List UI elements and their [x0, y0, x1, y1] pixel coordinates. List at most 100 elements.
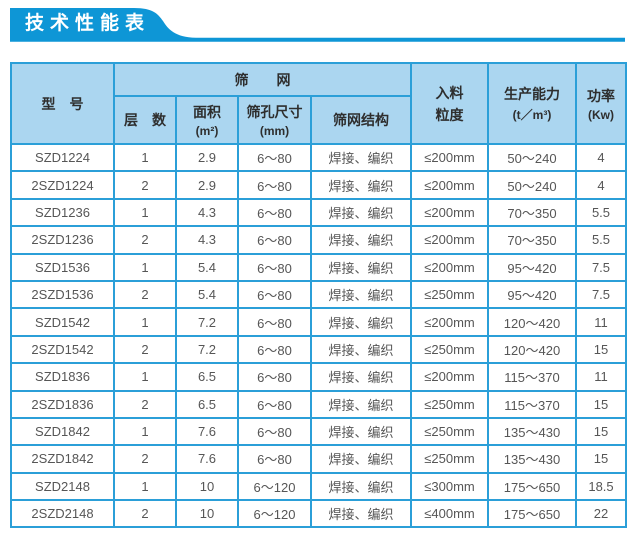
- table-row: SZD1536 1 5.4 6～80 焊接、编织 ≤200mm 95～420 7.5: [10, 252, 627, 282]
- cell-power: 7.5: [575, 279, 627, 310]
- cell-structure: 焊接、编织: [310, 170, 412, 200]
- cell-capacity: 120～420: [487, 307, 577, 337]
- cell-capacity: 175～650: [487, 471, 577, 502]
- cell-mesh-size: 6～80: [237, 279, 312, 310]
- cell-model: 2SZD1236: [10, 225, 115, 255]
- cell-feed-size: ≤200mm: [410, 252, 489, 282]
- cell-feed-size: ≤250mm: [410, 416, 489, 447]
- col-header-power-line1: 功率: [587, 87, 615, 104]
- cell-layers: 1: [113, 307, 177, 337]
- cell-area: 6.5: [175, 389, 239, 419]
- cell-capacity: 135～430: [487, 416, 577, 447]
- cell-mesh-size: 6～80: [237, 389, 312, 419]
- cell-capacity: 115～370: [487, 362, 577, 392]
- cell-structure: 焊接、编织: [310, 225, 412, 255]
- col-header-capacity-unit: (t／m³): [512, 108, 552, 122]
- col-header-model: 型 号: [10, 62, 115, 145]
- col-header-area-line1: 面积: [193, 104, 221, 120]
- title-banner-shape: [10, 8, 625, 42]
- cell-structure: 焊接、编织: [310, 362, 412, 392]
- cell-structure: 焊接、编织: [310, 197, 412, 228]
- col-header-power: 功率 (Kw): [575, 62, 627, 145]
- cell-structure: 焊接、编织: [310, 307, 412, 337]
- cell-model: SZD1836: [10, 362, 115, 392]
- cell-power: 4: [575, 142, 627, 173]
- cell-feed-size: ≤250mm: [410, 279, 489, 310]
- table-row: 2SZD2148 2 10 6～120 焊接、编织 ≤400mm 175～650 22: [10, 499, 627, 529]
- table-row: 2SZD1842 2 7.6 6～80 焊接、编织 ≤250mm 135～430 15: [10, 444, 627, 474]
- cell-layers: 1: [113, 252, 177, 282]
- cell-area: 7.2: [175, 307, 239, 337]
- table-row: SZD1842 1 7.6 6～80 焊接、编织 ≤250mm 135～430 15: [10, 416, 627, 447]
- col-header-capacity: 生产能力 (t／m³): [487, 62, 577, 145]
- col-header-mesh-size-unit: (mm): [259, 124, 290, 138]
- table-row: 2SZD1542 2 7.2 6～80 焊接、编织 ≤250mm 120～420 15: [10, 334, 627, 365]
- col-header-feed-line2: 粒度: [435, 106, 464, 123]
- cell-layers: 1: [113, 416, 177, 447]
- cell-mesh-size: 6～80: [237, 252, 312, 282]
- cell-power: 15: [575, 389, 627, 419]
- cell-feed-size: ≤250mm: [410, 444, 489, 474]
- cell-capacity: 50～240: [487, 170, 577, 200]
- cell-structure: 焊接、编织: [310, 471, 412, 502]
- cell-area: 6.5: [175, 362, 239, 392]
- cell-model: SZD1842: [10, 416, 115, 447]
- cell-model: 2SZD1542: [10, 334, 115, 365]
- cell-layers: 2: [113, 389, 177, 419]
- cell-mesh-size: 6～80: [237, 170, 312, 200]
- cell-structure: 焊接、编织: [310, 334, 412, 365]
- cell-feed-size: ≤200mm: [410, 307, 489, 337]
- cell-model: 2SZD1836: [10, 389, 115, 419]
- cell-model: 2SZD2148: [10, 499, 115, 529]
- cell-model: SZD1236: [10, 197, 115, 228]
- cell-power: 11: [575, 362, 627, 392]
- table-row: 2SZD1836 2 6.5 6～80 焊接、编织 ≤250mm 115～370 15: [10, 389, 627, 419]
- table-row: 2SZD1536 2 5.4 6～80 焊接、编织 ≤250mm 95～420 7.5: [10, 279, 627, 310]
- cell-area: 10: [175, 499, 239, 529]
- cell-layers: 2: [113, 225, 177, 255]
- cell-layers: 2: [113, 499, 177, 529]
- cell-feed-size: ≤200mm: [410, 362, 489, 392]
- cell-model: SZD1542: [10, 307, 115, 337]
- cell-layers: 2: [113, 444, 177, 474]
- col-header-feed-size: 入料 粒度: [410, 62, 489, 145]
- cell-mesh-size: 6～80: [237, 142, 312, 173]
- cell-area: 5.4: [175, 279, 239, 310]
- cell-capacity: 175～650: [487, 499, 577, 529]
- cell-area: 10: [175, 471, 239, 502]
- cell-capacity: 70～350: [487, 225, 577, 255]
- cell-power: 11: [575, 307, 627, 337]
- spec-table: 型 号 筛 网 入料 粒度 生产能力 (t／m³) 功率 (Kw) 层 数: [10, 62, 627, 529]
- cell-layers: 2: [113, 170, 177, 200]
- cell-layers: 1: [113, 471, 177, 502]
- cell-power: 5.5: [575, 225, 627, 255]
- cell-power: 18.5: [575, 471, 627, 502]
- table-row: SZD1542 1 7.2 6～80 焊接、编织 ≤200mm 120～420 11: [10, 307, 627, 337]
- cell-mesh-size: 6～120: [237, 499, 312, 529]
- cell-model: SZD1536: [10, 252, 115, 282]
- col-header-mesh-size: 筛孔尺寸 (mm): [237, 95, 312, 145]
- cell-area: 7.6: [175, 416, 239, 447]
- cell-capacity: 50～240: [487, 142, 577, 173]
- cell-area: 4.3: [175, 225, 239, 255]
- table-row: 2SZD1224 2 2.9 6～80 焊接、编织 ≤200mm 50～240 4: [10, 170, 627, 200]
- table-body: SZD1224 1 2.9 6～80 焊接、编织 ≤200mm 50～240 4 2SZD122…: [10, 142, 627, 529]
- col-header-structure: 筛网结构: [310, 95, 412, 145]
- cell-capacity: 120～420: [487, 334, 577, 365]
- cell-feed-size: ≤200mm: [410, 225, 489, 255]
- col-header-area-unit: (m²): [195, 124, 219, 138]
- cell-mesh-size: 6～80: [237, 444, 312, 474]
- col-header-feed-line1: 入料: [435, 84, 464, 101]
- cell-structure: 焊接、编织: [310, 444, 412, 474]
- cell-capacity: 95～420: [487, 252, 577, 282]
- cell-mesh-size: 6～80: [237, 416, 312, 447]
- col-header-area: 面积 (m²): [175, 95, 239, 145]
- cell-model: 2SZD1224: [10, 170, 115, 200]
- cell-power: 22: [575, 499, 627, 529]
- table-row: SZD1236 1 4.3 6～80 焊接、编织 ≤200mm 70～350 5.5: [10, 197, 627, 228]
- cell-capacity: 115～370: [487, 389, 577, 419]
- cell-mesh-size: 6～120: [237, 471, 312, 502]
- cell-feed-size: ≤400mm: [410, 499, 489, 529]
- col-header-screen-group: 筛 网: [113, 62, 412, 97]
